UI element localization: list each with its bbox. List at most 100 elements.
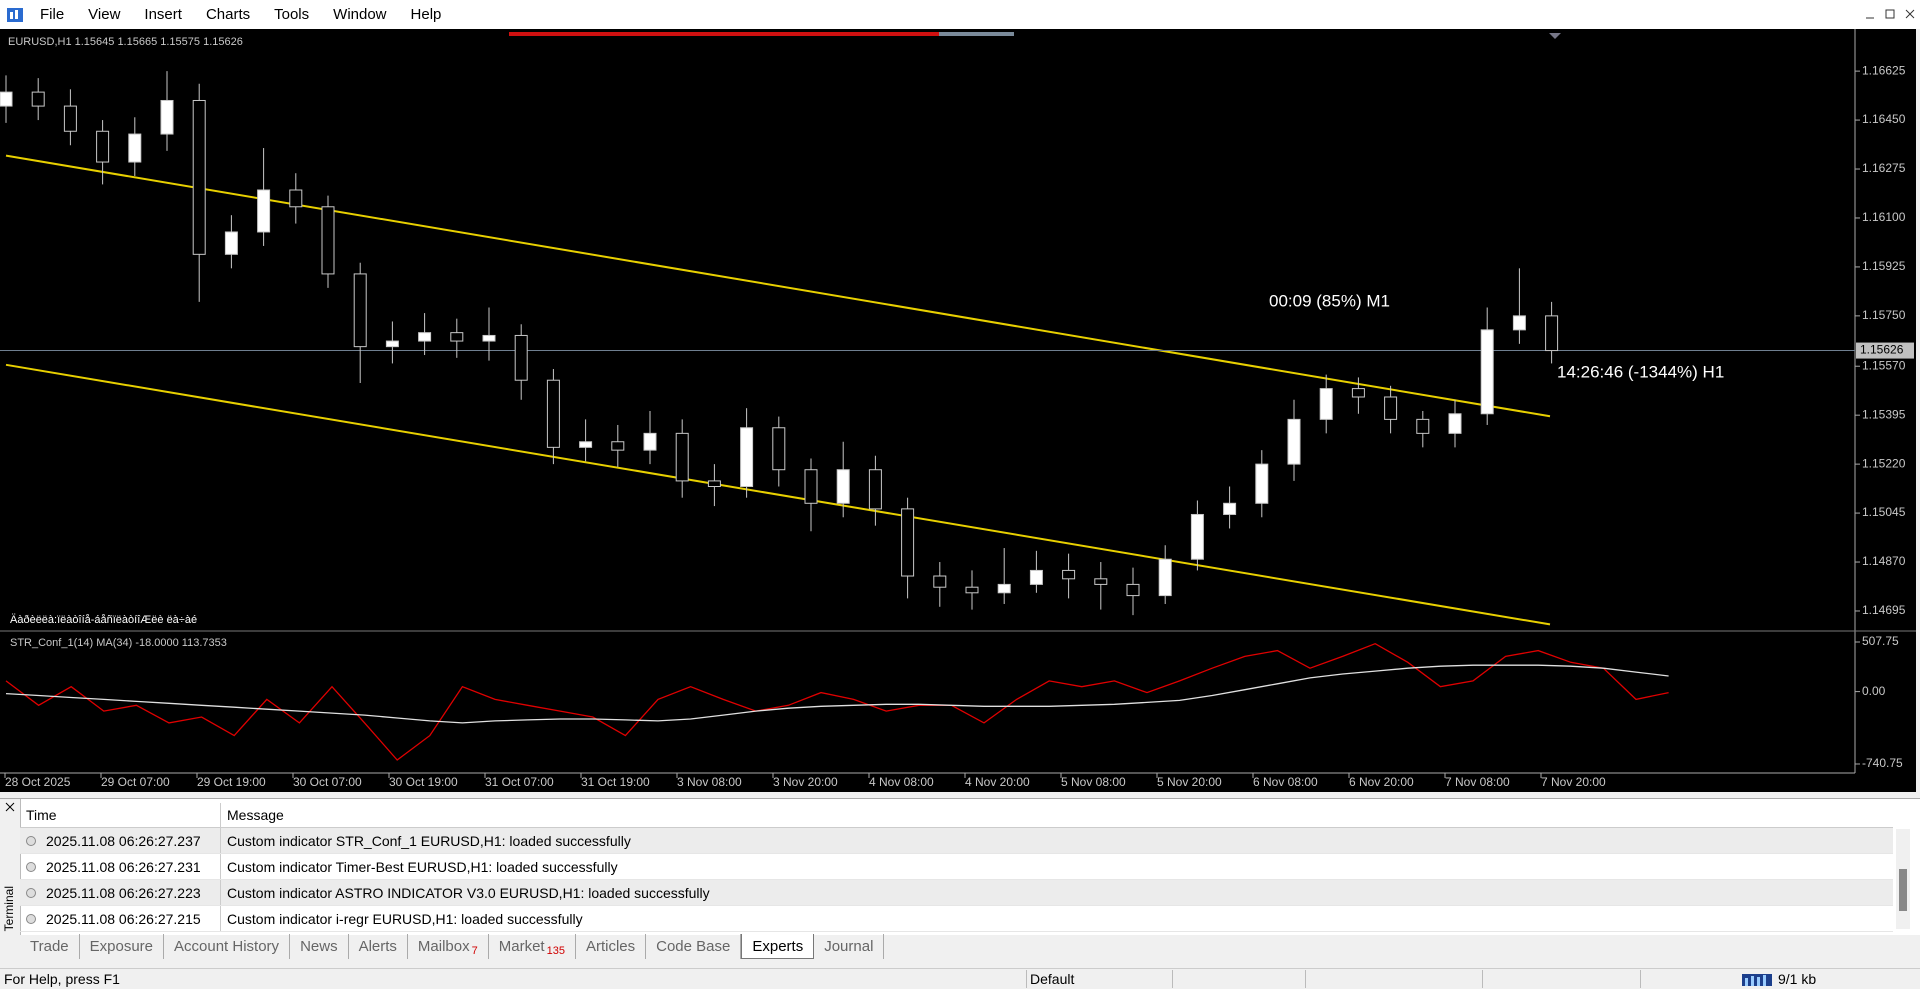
y-tick-label: 0.00: [1862, 684, 1886, 698]
tab[interactable]: News: [290, 934, 349, 959]
candle-body: [1512, 315, 1526, 331]
candle-body: [160, 99, 174, 135]
table-header: Time Message: [20, 803, 1893, 828]
log-row[interactable]: 2025.11.08 06:26:27.231 Custom indicator …: [20, 854, 1893, 880]
y-tick-label: 1.16625: [1862, 63, 1906, 77]
tab-label: Exposure: [89, 938, 154, 955]
tab[interactable]: Trade: [20, 934, 80, 959]
x-tick-label: 4 Nov 20:00: [965, 775, 1030, 789]
candle-body: [1029, 569, 1043, 585]
close-terminal[interactable]: [0, 799, 20, 815]
status-profile: Default: [1030, 971, 1075, 987]
candle-body: [643, 432, 657, 451]
candle-body: [385, 340, 399, 348]
indicator-line: [5, 642, 1669, 761]
status-traffic: 9/1 kb: [1778, 971, 1817, 987]
x-tick-label: 7 Nov 08:00: [1445, 775, 1510, 789]
time-text: 2025.11.08 06:26:27.231: [46, 858, 201, 875]
tab-badge: 135: [546, 944, 565, 957]
x-tick-label: 6 Nov 20:00: [1349, 775, 1414, 789]
price-tag-label: 1.15626: [1860, 343, 1904, 357]
menu-item[interactable]: Insert: [144, 6, 182, 23]
candle-body: [0, 91, 13, 107]
candle-body: [321, 206, 335, 275]
terminal-side: Terminal: [0, 799, 21, 935]
candle-body: [1255, 463, 1269, 504]
menu-item[interactable]: Tools: [274, 6, 310, 23]
candle-body: [31, 91, 45, 107]
indicator-line: [5, 664, 1669, 724]
log-row[interactable]: 2025.11.08 06:26:27.215 Custom indicator …: [20, 906, 1893, 932]
candle-body: [353, 273, 367, 348]
candle-body: [482, 334, 496, 342]
status-help: For Help, press F1: [4, 971, 120, 987]
x-tick-label: 3 Nov 20:00: [773, 775, 838, 789]
candle-body: [289, 189, 303, 208]
candle-body: [933, 575, 947, 588]
candle-body: [997, 583, 1011, 594]
separator: [1026, 970, 1027, 988]
y-tick-label: 1.15045: [1862, 505, 1906, 519]
tab-label: Alerts: [358, 938, 397, 955]
progress-bar-rest: [939, 32, 1014, 36]
menu-item[interactable]: Charts: [205, 6, 251, 23]
tab[interactable]: Experts: [741, 934, 815, 959]
candle-body: [418, 332, 432, 342]
y-tick-label: 1.15925: [1862, 259, 1906, 273]
tab-label: Trade: [30, 938, 69, 955]
window-buttons[interactable]: [1860, 4, 1920, 24]
candle-body: [1287, 418, 1301, 465]
separator: [1640, 970, 1641, 988]
tab[interactable]: Code Base: [646, 934, 742, 959]
tab-label: News: [300, 938, 338, 955]
y-tick-label: 507.75: [1862, 634, 1899, 648]
chart-background: [0, 29, 1916, 792]
candle-body: [1223, 502, 1237, 515]
separator: [1305, 970, 1306, 988]
chart-window: EURUSD,H1 1.15645 1.15665 1.15575 1.1562…: [0, 29, 1916, 792]
y-tick-label: 1.14870: [1862, 554, 1906, 568]
candle-body: [804, 469, 818, 504]
menu-item[interactable]: Window: [333, 6, 387, 23]
time-cell: 2025.11.08 06:26:27.231: [20, 854, 221, 879]
log-row[interactable]: 2025.11.08 06:26:27.237 Custom indicator …: [20, 828, 1893, 854]
column-header[interactable]: Message: [227, 807, 284, 823]
candle-body: [772, 427, 786, 471]
timer-h1: 14:26:46 (-1344%) H1: [1557, 362, 1724, 381]
candle-body: [1384, 396, 1398, 420]
candle-body: [192, 99, 206, 255]
message-cell: Custom indicator STR_Conf_1 EURUSD,H1: l…: [227, 832, 631, 849]
menu-item[interactable]: File: [40, 6, 65, 23]
subwindow-title: STR_Conf_1(14) MA(34) -18.0000 113.7353: [10, 637, 227, 649]
tab[interactable]: Exposure: [80, 934, 165, 959]
y-tick-label: 1.16450: [1862, 112, 1906, 126]
tab[interactable]: Alerts: [349, 934, 408, 959]
tab[interactable]: Articles: [576, 934, 647, 959]
column-header[interactable]: Time: [20, 803, 221, 827]
candle-body: [579, 441, 593, 448]
candle-body: [901, 508, 915, 577]
x-tick-label: 3 Nov 08:00: [677, 775, 742, 789]
log-icon: [26, 913, 36, 924]
y-tick-label: 1.16275: [1862, 161, 1906, 175]
x-tick-label: 6 Nov 08:00: [1253, 775, 1318, 789]
tab[interactable]: Journal: [814, 934, 885, 959]
candle-body: [965, 586, 979, 594]
time-text: 2025.11.08 06:26:27.223: [46, 884, 201, 901]
menu-item[interactable]: View: [88, 6, 121, 23]
tab-badge: 7: [471, 944, 478, 957]
tab[interactable]: Market 135: [489, 934, 576, 959]
menu-item[interactable]: Help: [410, 6, 442, 23]
candle-body: [1158, 558, 1172, 597]
tab[interactable]: Account History: [164, 934, 291, 959]
terminal-tabs: Trade Exposure Account History News Alerts Ma…: [20, 934, 885, 959]
tab-label: Articles: [585, 938, 636, 955]
scrollbar[interactable]: [1896, 829, 1910, 929]
candle-body: [450, 332, 464, 342]
candle-body: [1319, 388, 1333, 420]
log-row[interactable]: 2025.11.08 06:26:27.223 Custom indicator …: [20, 880, 1893, 906]
tab[interactable]: Mailbox 7: [408, 934, 489, 959]
candle-body: [224, 231, 238, 255]
y-tick-label: 1.15220: [1862, 456, 1906, 470]
